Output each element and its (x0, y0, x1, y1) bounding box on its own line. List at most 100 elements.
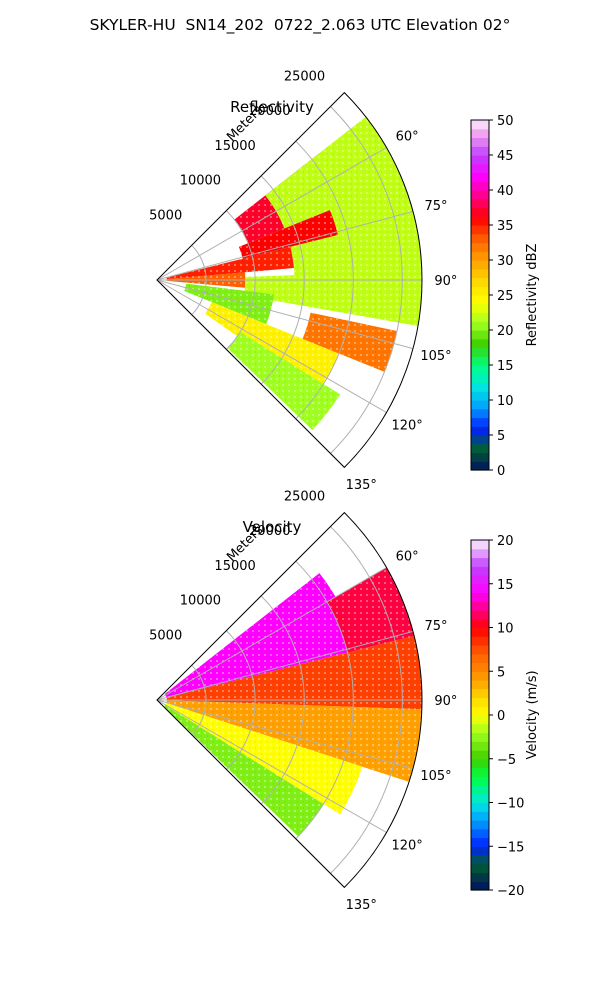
colorbar-segment (471, 592, 489, 602)
colorbar-segment (471, 391, 489, 401)
colorbar-tick-label: −20 (497, 884, 524, 899)
colorbar-tick-label: 25 (497, 289, 514, 304)
azimuth-tick-label: 120° (391, 418, 422, 433)
colorbar-segment (471, 750, 489, 760)
colorbar-segment (471, 190, 489, 200)
colorbar-segment (471, 312, 489, 322)
colorbar-tick-label: 35 (497, 219, 514, 234)
colorbar-segment (471, 251, 489, 261)
colorbar-segment (471, 855, 489, 865)
range-tick-label: 10000 (180, 174, 221, 189)
colorbar-tick-label: 20 (497, 324, 514, 339)
azimuth-tick-label: 105° (420, 349, 451, 364)
colorbar-segment (471, 417, 489, 427)
colorbar-segment (471, 443, 489, 454)
colorbar-segment (471, 233, 489, 244)
echo-region-texture (238, 210, 338, 259)
colorbar-segment (471, 881, 489, 891)
azimuth-gridline (156, 567, 387, 701)
colorbar-segment (471, 618, 489, 629)
echo-region-texture (243, 270, 422, 327)
range-tick-label: 5000 (149, 628, 182, 643)
colorbar-segment (471, 225, 489, 235)
colorbar-segment (471, 776, 489, 786)
azimuth-gridline (156, 630, 414, 701)
figure-title: SKYLER-HU SN14_202 0722_2.063 UTC Elevat… (89, 16, 511, 34)
colorbar-segment (471, 365, 489, 375)
colorbar-tick-label: 0 (497, 709, 505, 724)
colorbar-segment (471, 583, 489, 594)
colorbar-segment (471, 338, 489, 349)
colorbar-segment (471, 820, 489, 830)
colorbar-segment (471, 260, 489, 270)
colorbar-segment (471, 741, 489, 751)
colorbar-segment (471, 548, 489, 559)
azimuth-tick-label: 60° (396, 130, 419, 145)
colorbar-segment (471, 540, 489, 550)
echo-region-texture (302, 312, 398, 372)
range-tick-label: 25000 (284, 69, 325, 84)
colorbar-segment (471, 767, 489, 777)
range-tick-label: 10000 (180, 594, 221, 609)
colorbar-segment (471, 758, 489, 769)
colorbar-segment (471, 242, 489, 252)
panel-title: Velocity (243, 518, 302, 536)
colorbar-tick-label: 5 (497, 429, 505, 444)
colorbar-tick-label: 30 (497, 254, 514, 269)
colorbar-segment (471, 373, 489, 384)
azimuth-gridline (156, 699, 387, 833)
colorbar-tick-label: 10 (497, 394, 514, 409)
colorbar-segment (471, 155, 489, 165)
azimuth-gridline (156, 279, 414, 350)
colorbar-segment (471, 837, 489, 847)
colorbar-segment (471, 688, 489, 699)
colorbar-segment (471, 706, 489, 716)
colorbar-segment (471, 785, 489, 795)
panel-title: Reflectivity (230, 98, 314, 116)
colorbar: 0 5 10 15 20 25 30 35 40 45 50 Reflectivity dBZ (470, 114, 540, 479)
colorbar-segment (471, 863, 489, 874)
colorbar-segment (471, 163, 489, 174)
range-tick-label: 20000 (249, 104, 290, 119)
colorbar-segment (471, 207, 489, 217)
colorbar-tick-label: 50 (497, 114, 514, 129)
colorbar-segment (471, 828, 489, 839)
colorbar-tick-label: 10 (497, 622, 514, 637)
range-tick-label: 5000 (149, 208, 182, 223)
colorbar-segment (471, 846, 489, 856)
colorbar-segment (471, 557, 489, 567)
colorbar-segment (471, 715, 489, 725)
echo-region-texture (164, 705, 324, 837)
echo-layer (164, 567, 422, 837)
colorbar-tick-label: 15 (497, 578, 514, 593)
colorbar-segment (471, 575, 489, 585)
colorbar-label: Reflectivity dBZ (525, 244, 540, 347)
colorbar-segment (471, 330, 489, 340)
azimuth-tick-label: 60° (396, 550, 419, 565)
colorbar-tick-label: 5 (497, 665, 505, 680)
echo-region-texture (166, 700, 422, 782)
colorbar-segment (471, 680, 489, 690)
echo-region-texture (164, 573, 357, 698)
colorbar-segment (471, 645, 489, 655)
colorbar-segment (471, 452, 489, 462)
colorbar-segment (471, 671, 489, 681)
azimuth-gridline (156, 699, 414, 770)
colorbar-segment (471, 286, 489, 296)
colorbar-segment (471, 723, 489, 734)
range-tick-label: 25000 (284, 489, 325, 504)
colorbar-segment (471, 653, 489, 664)
colorbar-segment (471, 198, 489, 209)
colorbar-segment (471, 128, 489, 139)
range-tick-label: 15000 (214, 559, 255, 574)
azimuth-tick-label: 75° (424, 199, 447, 214)
range-tick-label: 15000 (214, 139, 255, 154)
azimuth-tick-label: 135° (346, 898, 377, 913)
colorbar-segment (471, 408, 489, 419)
colorbar-segment (471, 216, 489, 226)
echo-region-texture (205, 302, 340, 393)
echo-region-texture (166, 246, 294, 280)
colorbar-segment (471, 566, 489, 576)
